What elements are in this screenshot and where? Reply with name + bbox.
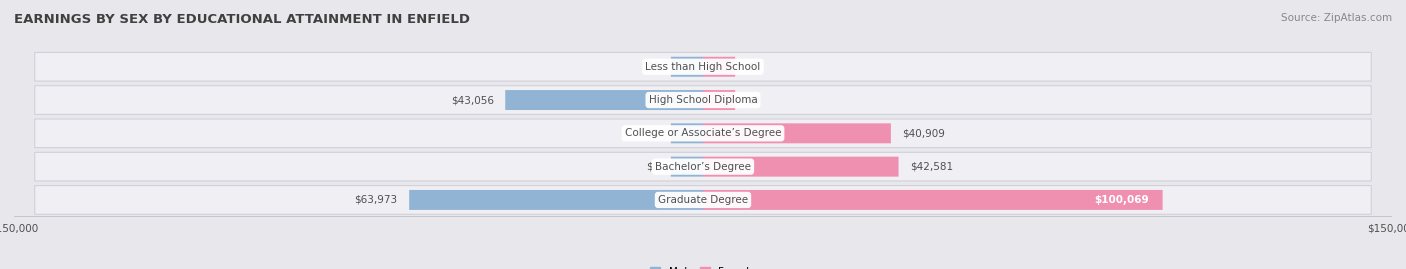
Text: Less than High School: Less than High School <box>645 62 761 72</box>
Legend: Male, Female: Male, Female <box>645 263 761 269</box>
Text: $100,069: $100,069 <box>1094 195 1149 205</box>
Text: Graduate Degree: Graduate Degree <box>658 195 748 205</box>
Text: College or Associate’s Degree: College or Associate’s Degree <box>624 128 782 138</box>
Text: Source: ZipAtlas.com: Source: ZipAtlas.com <box>1281 13 1392 23</box>
FancyBboxPatch shape <box>35 52 1371 81</box>
FancyBboxPatch shape <box>35 186 1371 214</box>
Text: $0: $0 <box>747 62 759 72</box>
FancyBboxPatch shape <box>35 86 1371 114</box>
Text: Bachelor’s Degree: Bachelor’s Degree <box>655 162 751 172</box>
Text: $0: $0 <box>647 62 659 72</box>
Text: $0: $0 <box>747 95 759 105</box>
Text: High School Diploma: High School Diploma <box>648 95 758 105</box>
FancyBboxPatch shape <box>703 157 898 177</box>
FancyBboxPatch shape <box>671 157 703 177</box>
FancyBboxPatch shape <box>703 190 1163 210</box>
FancyBboxPatch shape <box>35 119 1371 148</box>
Text: EARNINGS BY SEX BY EDUCATIONAL ATTAINMENT IN ENFIELD: EARNINGS BY SEX BY EDUCATIONAL ATTAINMEN… <box>14 13 470 26</box>
FancyBboxPatch shape <box>703 123 891 143</box>
Text: $43,056: $43,056 <box>451 95 494 105</box>
Text: $0: $0 <box>647 128 659 138</box>
Text: $0: $0 <box>647 162 659 172</box>
FancyBboxPatch shape <box>409 190 703 210</box>
Text: $40,909: $40,909 <box>903 128 945 138</box>
FancyBboxPatch shape <box>505 90 703 110</box>
FancyBboxPatch shape <box>35 152 1371 181</box>
Text: $63,973: $63,973 <box>354 195 398 205</box>
FancyBboxPatch shape <box>671 123 703 143</box>
FancyBboxPatch shape <box>703 90 735 110</box>
FancyBboxPatch shape <box>671 57 703 77</box>
Text: $42,581: $42,581 <box>910 162 953 172</box>
FancyBboxPatch shape <box>703 57 735 77</box>
